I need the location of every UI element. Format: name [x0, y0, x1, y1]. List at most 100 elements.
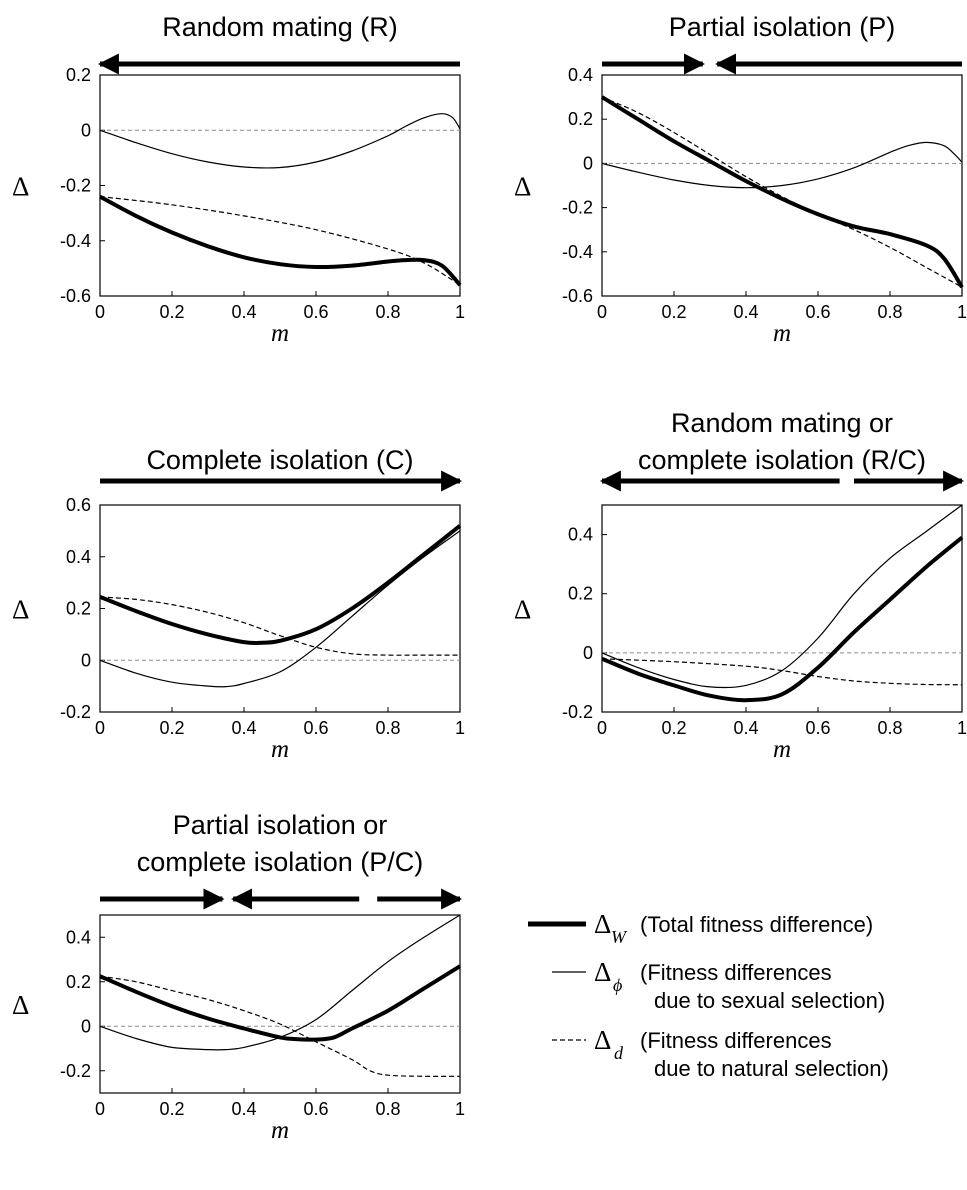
legend: Δ W (Total fitness difference) Δ ϕ (Fitn… — [528, 909, 889, 1081]
x-tick-label: 0 — [597, 718, 607, 738]
series-line-dashed — [99, 196, 461, 286]
x-tick-label: 0.2 — [159, 1099, 184, 1119]
series-line-thick — [99, 524, 462, 645]
x-axis-label: m — [271, 1117, 289, 1144]
y-tick-label: 0.4 — [568, 525, 593, 545]
legend-symbol-w: Δ — [594, 909, 611, 939]
chart-title: Random mating (R) — [162, 12, 398, 42]
series-line-thin — [601, 141, 963, 189]
chart-title: Random mating or — [671, 408, 893, 438]
y-tick-label: 0 — [81, 650, 91, 670]
x-tick-label: 0.4 — [231, 302, 256, 322]
x-tick-label: 0.6 — [805, 718, 830, 738]
series-line-dashed — [601, 96, 963, 288]
x-tick-label: 1 — [957, 302, 967, 322]
x-tick-label: 1 — [455, 1099, 465, 1119]
x-tick-label: 1 — [455, 302, 465, 322]
chart-title: Partial isolation (P) — [669, 12, 896, 42]
legend-item-total: Δ W (Total fitness difference) — [528, 909, 873, 947]
series-line-thick — [601, 535, 964, 703]
y-tick-label: 0.4 — [568, 65, 593, 85]
x-tick-label: 0.2 — [661, 302, 686, 322]
legend-subscript-w: W — [611, 927, 628, 947]
x-axis-label: m — [773, 320, 791, 347]
legend-symbol-d: Δ — [594, 1025, 611, 1055]
y-tick-label: 0.2 — [568, 109, 593, 129]
series-line-thick — [99, 964, 462, 1042]
chart-title: Complete isolation (C) — [146, 445, 413, 475]
series-line-dashed — [99, 596, 460, 656]
y-tick-label: -0.6 — [60, 286, 91, 306]
series-line-dashed — [99, 975, 461, 1077]
y-tick-label: -0.2 — [562, 702, 593, 722]
y-tick-label: -0.6 — [562, 286, 593, 306]
chart-title: complete isolation (R/C) — [638, 445, 926, 475]
legend-label-natural-2: due to natural selection) — [654, 1056, 889, 1081]
x-tick-label: 0.8 — [375, 718, 400, 738]
x-tick-label: 0.4 — [231, 718, 256, 738]
y-tick-label: 0.2 — [568, 584, 593, 604]
y-tick-label: 0.4 — [66, 547, 91, 567]
chart-title: Partial isolation or — [173, 810, 388, 840]
y-tick-label: 0.6 — [66, 495, 91, 515]
x-axis-label: m — [773, 736, 791, 763]
y-tick-label: 0.2 — [66, 972, 91, 992]
chart-title: complete isolation (P/C) — [137, 847, 424, 877]
x-tick-label: 0 — [95, 718, 105, 738]
y-tick-label: -0.2 — [60, 1061, 91, 1081]
x-tick-label: 0.2 — [159, 302, 184, 322]
y-tick-label: 0.2 — [66, 599, 91, 619]
legend-item-natural: Δ d (Fitness differences due to natural … — [552, 1025, 889, 1081]
legend-label-sexual-2: due to sexual selection) — [654, 988, 885, 1013]
x-tick-label: 0.6 — [805, 302, 830, 322]
legend-subscript-d: d — [614, 1043, 624, 1063]
series-line-thin — [99, 914, 461, 1051]
plot-frame — [99, 914, 461, 1094]
x-tick-label: 0.2 — [661, 718, 686, 738]
series-line-thin — [601, 504, 963, 689]
y-tick-label: -0.2 — [60, 702, 91, 722]
y-axis-label: Δ — [514, 172, 531, 202]
legend-symbol-phi: Δ — [594, 957, 611, 987]
x-tick-label: 0.8 — [375, 1099, 400, 1119]
legend-label-sexual-1: (Fitness differences — [640, 960, 832, 985]
series-line-thick — [99, 194, 462, 287]
chart-panel: Partial isolation or complete isolation (… — [12, 810, 465, 1144]
x-tick-label: 1 — [455, 718, 465, 738]
plot-frame — [601, 504, 963, 713]
x-tick-label: 0.4 — [733, 302, 758, 322]
x-tick-label: 0.8 — [877, 302, 902, 322]
x-tick-label: 0.4 — [231, 1099, 256, 1119]
x-tick-label: 0.8 — [375, 302, 400, 322]
x-axis-label: m — [271, 736, 289, 763]
y-axis-label: Δ — [12, 172, 29, 202]
legend-label-natural-1: (Fitness differences — [640, 1028, 832, 1053]
x-tick-label: 0.2 — [159, 718, 184, 738]
chart-panel: Partial isolation (P) 0 0.2 0.4 0.6 0.8 1 -0.6 -… — [514, 12, 967, 347]
series-line-thick — [600, 95, 964, 289]
y-axis-label: Δ — [514, 595, 531, 625]
x-tick-label: 0 — [95, 302, 105, 322]
y-tick-label: 0 — [583, 643, 593, 663]
x-tick-label: 0.6 — [303, 1099, 328, 1119]
x-tick-label: 0.6 — [303, 302, 328, 322]
x-tick-label: 0.8 — [877, 718, 902, 738]
y-tick-label: -0.2 — [60, 176, 91, 196]
y-tick-label: -0.4 — [60, 231, 91, 251]
legend-subscript-phi: ϕ — [613, 975, 622, 995]
chart-panel: Complete isolation (C) 0 0.2 0.4 0.6 0.8 1 -0.2… — [12, 445, 465, 763]
x-tick-label: 0 — [95, 1099, 105, 1119]
x-tick-label: 1 — [957, 718, 967, 738]
y-tick-label: -0.4 — [562, 242, 593, 262]
chart-panels: Random mating (R) 0 0.2 0.4 0.6 0.8 1 -0.6 -0.4 -… — [12, 12, 967, 1144]
series-line-thin — [99, 113, 461, 169]
series-line-thin — [99, 530, 461, 688]
x-tick-label: 0 — [597, 302, 607, 322]
x-tick-label: 0.4 — [733, 718, 758, 738]
x-tick-label: 0.6 — [303, 718, 328, 738]
y-tick-label: 0 — [81, 1016, 91, 1036]
y-tick-label: 0 — [583, 153, 593, 173]
plot-frame — [99, 504, 461, 713]
y-axis-label: Δ — [12, 990, 29, 1020]
